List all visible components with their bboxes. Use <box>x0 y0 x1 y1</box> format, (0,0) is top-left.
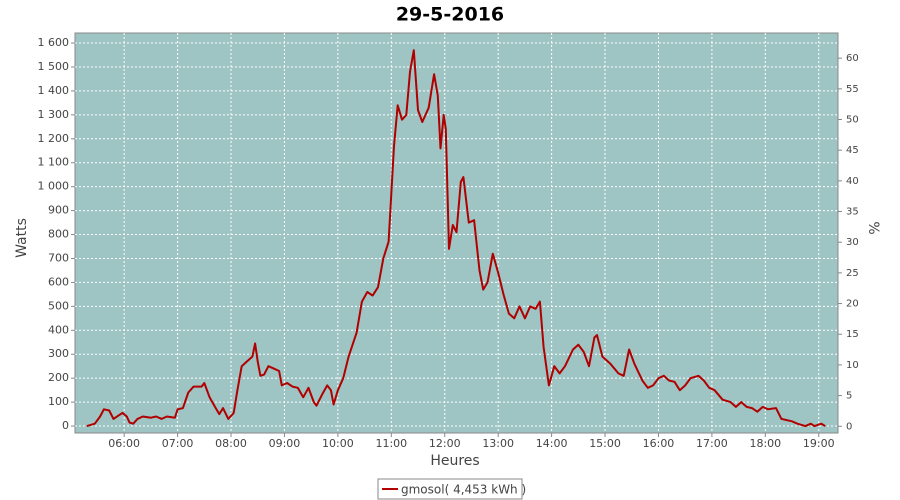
x-tick-label: 19:00 <box>803 437 835 450</box>
y2-tick-label: 30 <box>846 237 859 248</box>
y-tick-label: 1 300 <box>38 108 70 121</box>
x-tick-label: 07:00 <box>162 437 194 450</box>
y2-tick-label: 15 <box>846 329 859 340</box>
y-tick-label: 0 <box>62 419 69 432</box>
y2-tick-label: 35 <box>846 207 859 218</box>
series-line <box>86 49 826 428</box>
y-tick-label: 1 500 <box>38 60 70 73</box>
y-tick-label: 1 200 <box>38 132 70 145</box>
y-tick-label: 800 <box>48 228 69 241</box>
y2-tick-label: 5 <box>846 391 852 402</box>
x-tick-label: 15:00 <box>589 437 621 450</box>
y2-tick-label: 40 <box>846 176 859 187</box>
y2-tick-label: 10 <box>846 360 859 371</box>
x-tick-label: 12:00 <box>429 437 461 450</box>
y-tick-label: 300 <box>48 347 69 360</box>
y-tick-label: 200 <box>48 371 69 384</box>
y2-tick-label: 0 <box>846 421 852 432</box>
y2-tick-label: 55 <box>846 84 859 95</box>
y-tick-label: 1 600 <box>38 36 70 49</box>
legend-box <box>377 478 523 500</box>
y-tick-label: 1 100 <box>38 156 70 169</box>
x-tick-label: 10:00 <box>322 437 354 450</box>
y-tick-label: 500 <box>48 299 69 312</box>
y2-tick-label: 25 <box>846 268 859 279</box>
y2-tick-label: 50 <box>846 115 859 126</box>
x-tick-label: 08:00 <box>215 437 247 450</box>
y-tick-label: 1 400 <box>38 84 70 97</box>
y-tick-label: 100 <box>48 395 69 408</box>
x-tick-label: 16:00 <box>643 437 675 450</box>
y2-axis-label: % <box>865 221 881 234</box>
x-tick-label: 17:00 <box>696 437 728 450</box>
y-tick-label: 1 000 <box>38 180 70 193</box>
y-tick-label: 600 <box>48 275 69 288</box>
y-tick-label: 900 <box>48 204 69 217</box>
x-tick-label: 09:00 <box>269 437 301 450</box>
x-tick-label: 11:00 <box>375 437 407 450</box>
x-axis-label: Heures <box>430 453 479 469</box>
y-tick-label: 400 <box>48 323 69 336</box>
x-tick-label: 14:00 <box>536 437 568 450</box>
y2-tick-label: 20 <box>846 299 859 310</box>
y-axis-label: Watts <box>14 218 30 258</box>
legend-label: gmosol( 4,453 kWh ) <box>401 483 526 497</box>
x-tick-label: 13:00 <box>482 437 514 450</box>
y2-tick-label: 60 <box>846 53 859 64</box>
y2-tick-label: 45 <box>846 145 859 156</box>
chart-title: 29-5-2016 <box>396 4 504 26</box>
x-tick-label: 18:00 <box>749 437 781 450</box>
x-tick-label: 06:00 <box>108 437 140 450</box>
y-tick-label: 700 <box>48 251 69 264</box>
